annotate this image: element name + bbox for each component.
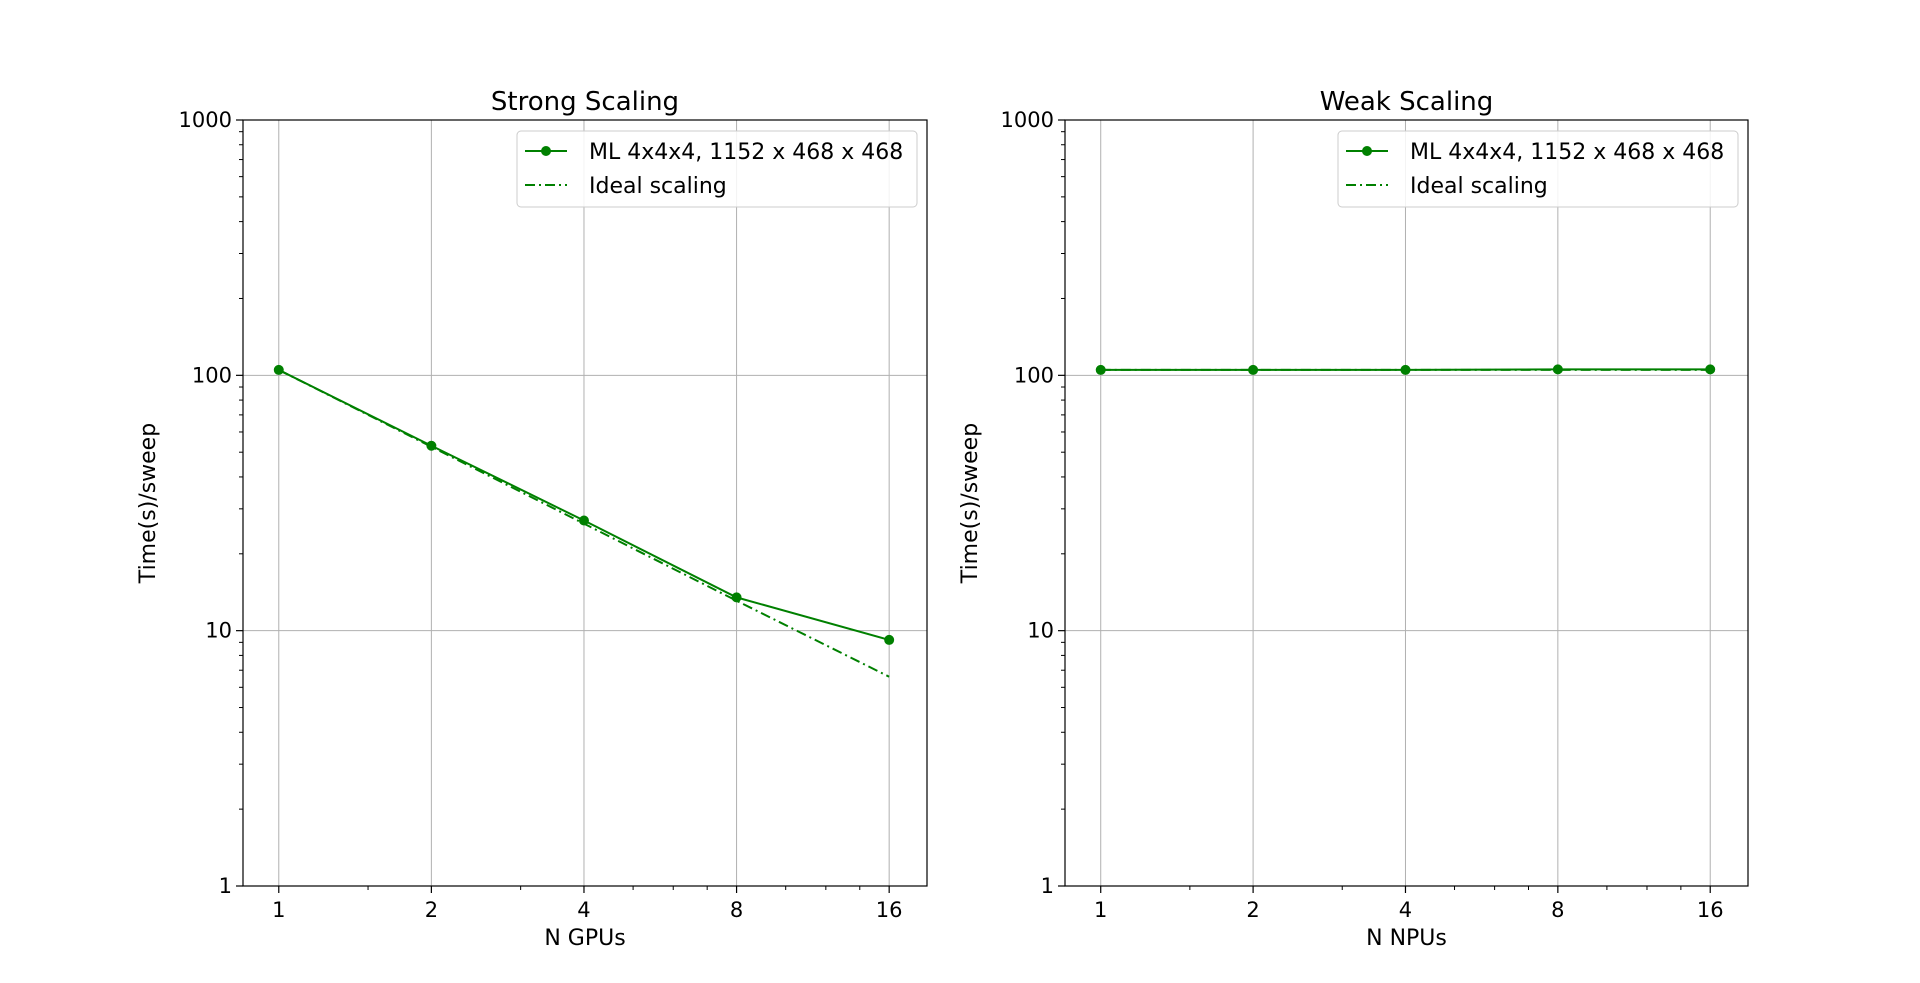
x-tick-label: 8 [730,898,743,922]
y-tick-label: 1000 [179,108,232,132]
x-axis-label: N NPUs [1366,926,1447,951]
x-tick-label: 1 [1094,898,1107,922]
y-tick-label: 10 [205,619,232,643]
legend-label: ML 4x4x4, 1152 x 468 x 468 [589,140,903,165]
plot-frame [1064,119,1749,887]
ideal-scaling-line [278,369,890,678]
data-point [884,634,895,645]
x-axis-label: N GPUs [544,926,625,951]
chart-title: Weak Scaling [1320,87,1494,117]
legend: ML 4x4x4, 1152 x 468 x 468 Ideal scaling [1337,130,1739,208]
chart-title: Strong Scaling [491,87,679,117]
legend-marker [1362,146,1372,156]
y-axis-label: Time(s)/sweep [136,423,161,584]
data-point [731,592,742,603]
y-tick-label: 1 [219,874,232,898]
data-point [426,440,437,451]
x-tick-label: 4 [1399,898,1412,922]
legend-box [1337,130,1739,208]
legend-label: Ideal scaling [1410,174,1548,199]
y-tick-label: 100 [192,363,232,387]
legend-label: ML 4x4x4, 1152 x 468 x 468 [1410,140,1724,165]
x-tick-label: 8 [1551,898,1564,922]
y-tick-label: 10 [1027,619,1054,643]
chart-panel-2: 1 2 4 8 16 1 10 100 1000 Weak Scaling N NPUs Time(s… [958,87,1749,951]
data-point [578,515,589,526]
x-tick-label: 16 [876,898,903,922]
x-tick-label: 16 [1697,898,1724,922]
legend: ML 4x4x4, 1152 x 468 x 468 Ideal scaling [516,130,918,208]
x-tick-label: 2 [425,898,438,922]
y-axis-label: Time(s)/sweep [958,423,983,584]
x-tick-label: 1 [272,898,285,922]
legend-marker [541,146,551,156]
y-tick-label: 100 [1014,363,1054,387]
data-point [1552,364,1563,375]
legend-box [516,130,918,208]
y-tick-label: 1000 [1001,108,1054,132]
x-tick-label: 4 [577,898,590,922]
data-point [1248,364,1259,375]
y-tick-label: 1 [1041,874,1054,898]
plot-frame [242,119,928,887]
chart-panel-1: 1 2 4 8 16 1 10 100 1000 Strong Scaling N GPUs Time… [136,87,928,951]
x-tick-label: 2 [1246,898,1259,922]
legend-label: Ideal scaling [589,174,727,199]
